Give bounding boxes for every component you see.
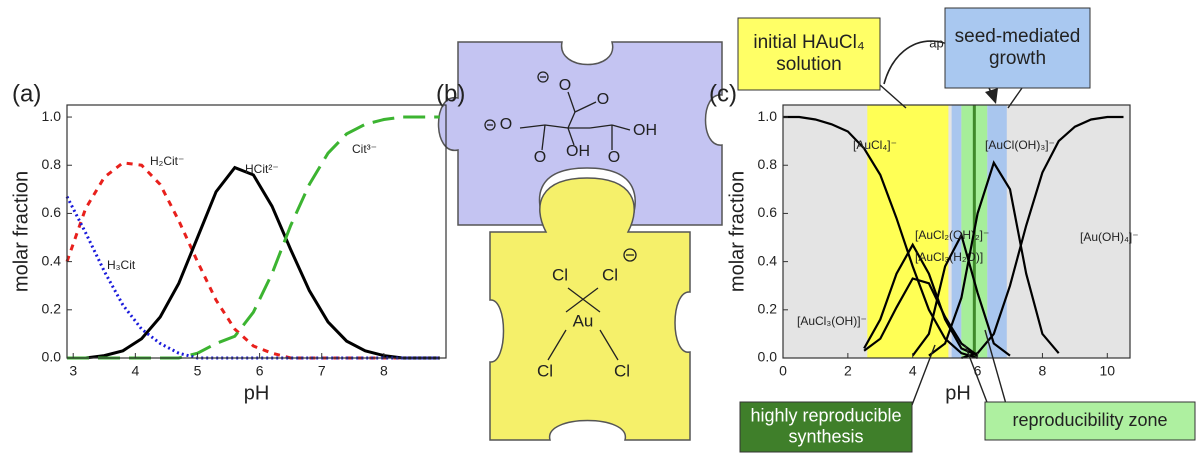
atom-label: O — [608, 149, 620, 166]
arrow-head — [985, 88, 998, 104]
atom-label: Cl — [614, 361, 630, 380]
annotation-text: synthesis — [788, 426, 863, 446]
series-line — [67, 117, 440, 358]
plot-frame — [67, 105, 446, 358]
x-tick-label: 4 — [131, 363, 139, 379]
x-tick-label: 4 — [909, 363, 917, 379]
series-label: HCit²⁻ — [245, 162, 279, 176]
panel-label: (a) — [12, 80, 41, 107]
series-label: H₂Cit⁻ — [150, 154, 184, 168]
y-tick-label: 0.0 — [758, 349, 778, 365]
series-label: [AuCl₄]⁻ — [853, 138, 897, 152]
y-axis-title: molar fraction — [726, 171, 748, 292]
atom-label: O — [534, 149, 546, 166]
x-tick-label: 8 — [380, 363, 388, 379]
y-tick-label: 1.0 — [758, 108, 778, 124]
y-tick-label: 0.6 — [758, 204, 778, 220]
series-label: H₃Cit — [107, 258, 136, 272]
x-tick-label: 10 — [1100, 363, 1116, 379]
series-line — [67, 197, 440, 358]
y-tick-label: 1.0 — [42, 108, 62, 124]
y-tick-label: 0.8 — [42, 156, 62, 172]
panel-label: (b) — [436, 80, 465, 107]
x-tick-label: 0 — [779, 363, 787, 379]
x-tick-label: 8 — [1039, 363, 1047, 379]
series-label: Cit³⁻ — [352, 142, 377, 156]
annotation-text: solution — [776, 54, 842, 75]
series-label: [AuCl₂(OH)₂]⁻ — [915, 228, 989, 242]
page: (b) O O O OH O OH O Cl Cl Au Cl Cl H₂Cit⁻ HCit²⁻ Cit³⁻… — [0, 0, 1198, 453]
series-label: [AuCl(OH)₃]⁻ — [985, 138, 1055, 152]
annotation-text: seed-mediated — [955, 26, 1081, 47]
y-tick-label: 0.6 — [42, 204, 62, 220]
x-tick-label: 2 — [844, 363, 852, 379]
figure: (b) O O O OH O OH O Cl Cl Au Cl Cl H₂Cit⁻ HCit²⁻ Cit³⁻… — [0, 0, 1198, 453]
atom-label: O — [500, 116, 512, 133]
atom-label: Cl — [552, 265, 568, 284]
atom-label: Au — [573, 311, 594, 330]
annotation-text: growth — [989, 48, 1046, 69]
series-label: [AuCl₃(OH)]⁻ — [797, 314, 867, 328]
x-tick-label: 3 — [69, 363, 77, 379]
x-tick-label: 7 — [318, 363, 326, 379]
y-tick-label: 0.8 — [758, 156, 778, 172]
chart-panel: H₂Cit⁻ HCit²⁻ Cit³⁻ H₃Cit 0.0 0.2 0.4 0.6 0.8 1.0… — [10, 80, 446, 404]
y-tick-label: 0.4 — [42, 252, 62, 268]
y-tick-label: 0.0 — [42, 349, 62, 365]
x-tick-label: 5 — [194, 363, 202, 379]
atom-label: OH — [566, 143, 590, 160]
annotation-text: highly reproducible — [750, 405, 901, 425]
x-axis-title: pH — [244, 382, 270, 404]
atom-label: OH — [633, 122, 657, 139]
atom-label: Cl — [602, 265, 618, 284]
atom-label: O — [597, 91, 609, 108]
atom-label: O — [559, 77, 571, 94]
y-tick-label: 0.4 — [758, 252, 778, 268]
y-tick-label: 0.2 — [42, 301, 62, 317]
panel-label: (c) — [709, 80, 737, 107]
annotation-text: initial HAuCl₄ — [753, 32, 864, 53]
x-axis-title: pH — [945, 382, 971, 404]
x-tick-label: 6 — [256, 363, 264, 379]
puzzle-diagram: (b) O O O OH O OH O Cl Cl Au Cl Cl — [436, 42, 722, 440]
y-tick-label: 0.2 — [758, 301, 778, 317]
annotation-text: reproducibility zone — [1012, 410, 1167, 430]
atom-label: Cl — [537, 361, 553, 380]
chart-panel: [AuCl₄]⁻[AuCl₃(H₂O)][AuCl₃(OH)]⁻[AuCl₂(O… — [709, 80, 1139, 404]
y-axis-title: molar fraction — [10, 171, 32, 292]
